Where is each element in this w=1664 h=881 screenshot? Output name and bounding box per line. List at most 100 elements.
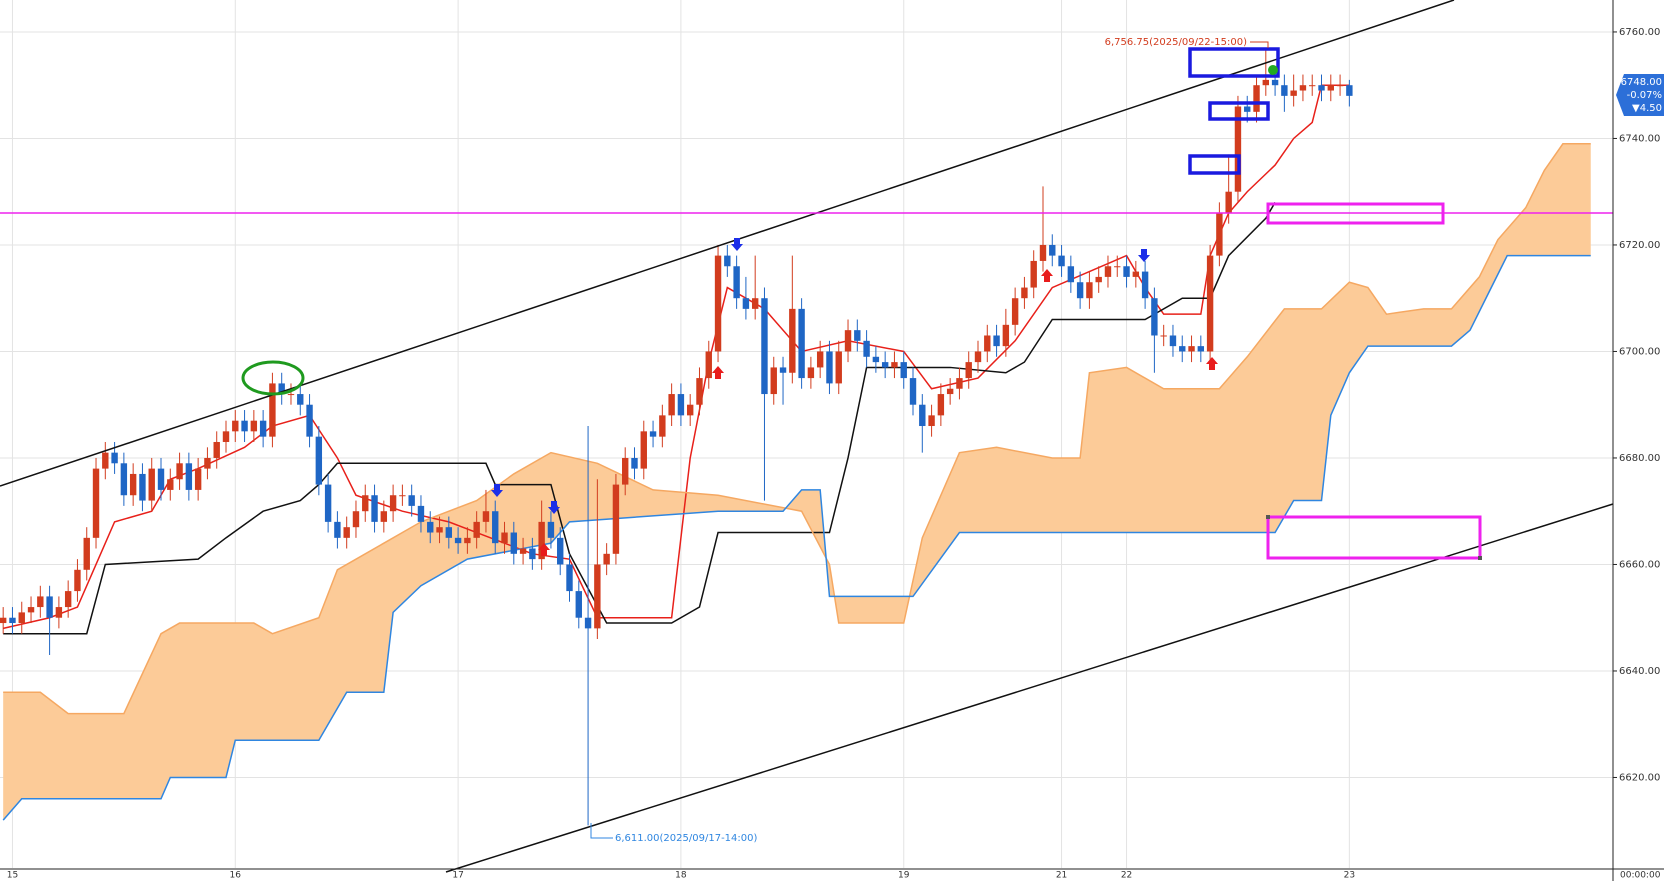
candle-body xyxy=(826,351,833,384)
candle-body xyxy=(334,521,341,538)
candle-body xyxy=(677,394,685,416)
candle-body xyxy=(1160,335,1167,337)
candle-body xyxy=(566,564,573,592)
candle-body xyxy=(1095,276,1102,283)
candle-body xyxy=(129,473,137,496)
candle-body xyxy=(575,591,582,618)
candle-body xyxy=(557,537,564,565)
candle-body xyxy=(909,378,917,405)
candle-body xyxy=(27,607,35,613)
price-tag-change: ▼4.50 xyxy=(1632,103,1662,114)
candle-body xyxy=(1067,266,1075,283)
candle-body xyxy=(733,266,740,299)
candle-body xyxy=(380,511,388,522)
candle-body xyxy=(1327,85,1334,91)
y-tick-label: 6760.00 xyxy=(1619,27,1660,38)
y-tick-label: 6640.00 xyxy=(1619,666,1660,677)
candle-body xyxy=(686,404,694,416)
candle-body xyxy=(640,431,647,469)
drawings: 6,756.75(2025/09/22-15:00) 6,611.00(2025… xyxy=(0,0,1614,873)
candle-body xyxy=(1299,85,1307,91)
candle-body xyxy=(148,468,155,501)
candle-body xyxy=(259,420,267,437)
candle-body xyxy=(1021,287,1028,299)
candle-body xyxy=(102,452,109,469)
candle-body xyxy=(371,495,378,522)
candle-body xyxy=(501,532,508,544)
candle-body xyxy=(408,495,415,506)
down-arrow xyxy=(1138,249,1150,262)
handle xyxy=(1266,515,1270,519)
candle-body xyxy=(742,298,750,309)
candle-body xyxy=(622,457,629,485)
candle-body xyxy=(835,351,842,384)
candle-body xyxy=(222,431,230,442)
sell-signals xyxy=(491,238,1150,514)
candle-body xyxy=(993,335,1000,347)
candle-body xyxy=(167,479,174,490)
candle-body xyxy=(83,537,90,570)
candle-body xyxy=(74,569,81,592)
candle-body xyxy=(854,330,861,341)
x-tick-label: 18 xyxy=(675,871,687,881)
price-tag: 6748.00 -0.07% ▼4.50 xyxy=(1616,74,1664,116)
cloud xyxy=(3,143,1591,821)
candle-body xyxy=(241,420,248,432)
candle-body xyxy=(603,553,610,565)
candle-body xyxy=(324,484,332,522)
candle-body xyxy=(482,511,490,522)
x-tick-label: 15 xyxy=(7,871,18,881)
candle-body xyxy=(649,431,657,437)
candle-body xyxy=(1318,85,1325,91)
candle-body xyxy=(1058,255,1065,267)
candle-body xyxy=(250,420,258,432)
handle xyxy=(1478,556,1482,560)
candle-body xyxy=(445,527,453,538)
down-arrow xyxy=(731,238,743,251)
high-annotation: 6,756.75(2025/09/22-15:00) xyxy=(1105,37,1247,48)
candle-body xyxy=(352,511,360,528)
x-tick-label: 17 xyxy=(452,871,463,881)
grid xyxy=(0,0,1613,868)
up-arrow xyxy=(538,543,550,556)
candle-body xyxy=(584,617,592,629)
candle-body xyxy=(724,255,731,267)
candle-body xyxy=(9,617,16,624)
candle-body xyxy=(157,468,165,490)
candle-body xyxy=(1336,85,1344,87)
candle-body xyxy=(594,564,601,629)
candle-body xyxy=(751,298,759,309)
candle-body xyxy=(37,596,44,608)
candle-body xyxy=(919,404,926,427)
candle-body xyxy=(937,394,945,416)
low-annotation: 6,611.00(2025/09/17-14:00) xyxy=(615,833,757,844)
candle-body xyxy=(1123,266,1130,277)
candle-body xyxy=(974,351,982,363)
candle-body xyxy=(881,362,889,368)
annotation-leader xyxy=(590,823,613,839)
candle-body xyxy=(928,415,935,427)
y-tick-label: 6660.00 xyxy=(1619,559,1660,570)
candle-body xyxy=(714,255,722,352)
candle-body xyxy=(510,532,517,554)
candle-body xyxy=(417,505,425,522)
candle-body xyxy=(612,484,620,554)
candle-body xyxy=(900,362,907,379)
candle-body xyxy=(1030,260,1037,288)
candle-body xyxy=(176,463,183,480)
candle-body xyxy=(269,383,276,437)
candle-body xyxy=(1169,335,1177,347)
trend-line xyxy=(445,503,1614,873)
candle-body xyxy=(631,457,638,469)
y-tick-label: 6620.00 xyxy=(1619,772,1660,783)
candle-body xyxy=(659,415,666,437)
candle-body xyxy=(1132,271,1140,277)
candle-body xyxy=(798,308,805,379)
price-tag-change-pct: -0.07% xyxy=(1627,90,1662,101)
highlight-box xyxy=(1188,47,1280,78)
candle-body xyxy=(1234,106,1242,192)
price-tag-price: 6748.00 xyxy=(1621,77,1662,88)
candle-body xyxy=(1271,79,1279,86)
candle-body xyxy=(46,596,53,618)
